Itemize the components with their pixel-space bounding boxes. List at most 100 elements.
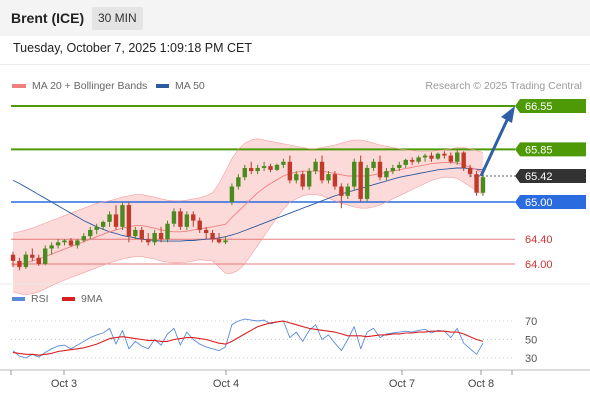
candle xyxy=(229,183,235,206)
candle xyxy=(178,208,183,230)
candle xyxy=(236,174,241,190)
candle xyxy=(36,254,41,266)
candle xyxy=(261,161,267,172)
candle-body xyxy=(120,205,125,227)
rsi-axis-label: 50 xyxy=(525,335,537,347)
candle-body xyxy=(442,153,447,156)
candle xyxy=(42,245,48,266)
candle xyxy=(255,164,260,175)
price-label-resistance: 65.85 xyxy=(515,142,586,157)
candle-body xyxy=(326,174,331,181)
candle xyxy=(455,149,460,165)
candle-body xyxy=(152,233,157,243)
bollinger-lower-line xyxy=(12,177,484,296)
rsi-panel: 70 50 30 xyxy=(11,316,537,365)
candle-body xyxy=(319,161,325,181)
arrow-head xyxy=(501,106,515,123)
candle-body xyxy=(146,239,151,243)
candle xyxy=(480,174,486,196)
projection-arrow xyxy=(479,106,515,177)
candle xyxy=(409,157,415,165)
legend-ma50: MA 50 xyxy=(156,80,205,92)
candle xyxy=(332,171,338,190)
legend-ma20: MA 20 + Bollinger Bands xyxy=(12,80,147,92)
time-tick-label: Oct 7 xyxy=(389,378,415,390)
candle-body xyxy=(429,155,434,159)
candle-body xyxy=(274,164,280,170)
ma50-swatch xyxy=(156,84,169,88)
candle xyxy=(17,257,22,271)
price-label-text: 64.00 xyxy=(525,259,553,271)
candle-body xyxy=(203,229,209,234)
candle-body xyxy=(332,174,338,187)
candle xyxy=(81,233,87,243)
moving-averages xyxy=(12,138,484,296)
candle xyxy=(442,151,447,159)
candle-body xyxy=(397,164,402,168)
candle-body xyxy=(236,177,241,187)
candle-body xyxy=(126,205,132,237)
candle-body xyxy=(352,161,357,187)
candle-body xyxy=(158,233,164,240)
price-label-text: 64.40 xyxy=(525,234,553,246)
candle-body xyxy=(249,167,254,172)
candle-body xyxy=(81,236,87,241)
candle xyxy=(384,167,389,181)
bollinger-upper-line xyxy=(12,138,484,234)
candle-body xyxy=(49,245,54,249)
candle-body xyxy=(306,171,312,187)
timeframe-badge[interactable]: 30 MIN xyxy=(92,7,143,30)
candle xyxy=(62,239,67,246)
legend-ma20-label: MA 20 + Bollinger Bands xyxy=(32,80,148,92)
candle-body xyxy=(107,214,112,222)
copyright-text: Research © 2025 Trading Central xyxy=(425,80,582,92)
candle-body xyxy=(461,152,466,168)
candle xyxy=(158,226,164,243)
price-label-text: 65.42 xyxy=(525,171,553,183)
ma50-line xyxy=(12,167,484,242)
candle-body xyxy=(184,214,190,227)
time-tick-label: Oct 4 xyxy=(213,378,239,390)
price-label-tag xyxy=(515,99,586,113)
candle-body xyxy=(210,233,215,240)
price-label-text: 65.00 xyxy=(525,197,553,209)
candle xyxy=(113,205,119,230)
candle xyxy=(313,158,318,175)
price-label-tag xyxy=(515,169,586,184)
candle-body xyxy=(139,229,144,240)
candle-body xyxy=(435,153,441,159)
candle-body xyxy=(416,157,421,162)
level-lines xyxy=(0,105,590,285)
candle xyxy=(139,226,144,243)
candle xyxy=(358,155,363,203)
candle xyxy=(94,223,99,235)
candle xyxy=(203,226,209,240)
candle xyxy=(55,239,61,249)
candle xyxy=(403,158,408,168)
candle xyxy=(100,220,106,230)
price-label-text: 66.55 xyxy=(525,101,553,113)
candle-body xyxy=(371,161,376,168)
candle xyxy=(397,161,402,172)
candle-body xyxy=(255,167,260,172)
candle xyxy=(191,211,196,227)
candle xyxy=(23,251,29,269)
candle-body xyxy=(100,221,106,227)
candle-body xyxy=(94,226,99,230)
candle xyxy=(435,152,441,160)
candle xyxy=(165,220,170,243)
candle-body xyxy=(480,177,486,193)
rsi-line xyxy=(12,318,484,359)
candle xyxy=(474,171,479,196)
candle xyxy=(120,202,125,230)
price-label-support: 64.00 xyxy=(525,259,553,271)
candle xyxy=(377,155,383,181)
candle-body xyxy=(467,167,473,175)
candle xyxy=(30,248,35,261)
candle-body xyxy=(30,254,35,258)
candle-body xyxy=(178,211,183,227)
candle xyxy=(133,226,138,240)
candle-body xyxy=(455,152,460,162)
candle-body xyxy=(474,174,479,193)
